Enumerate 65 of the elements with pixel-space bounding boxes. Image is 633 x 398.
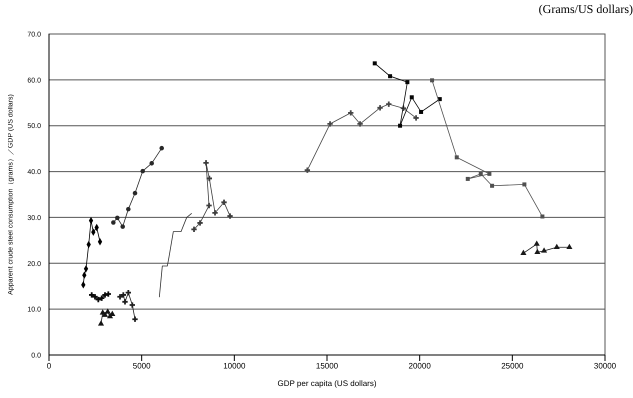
point — [96, 296, 101, 302]
line-series — [158, 212, 192, 298]
point — [102, 312, 108, 317]
point — [126, 290, 132, 296]
point — [104, 308, 111, 314]
x-tick-label: 25000 — [501, 362, 524, 371]
point — [227, 213, 233, 219]
point — [541, 247, 548, 253]
point — [413, 115, 419, 121]
text: (Grams/US dollars) — [538, 2, 633, 17]
point — [120, 292, 126, 298]
point — [106, 291, 111, 297]
point — [203, 160, 209, 166]
point — [430, 78, 434, 82]
point — [410, 95, 414, 100]
point — [132, 190, 138, 196]
point — [388, 74, 392, 78]
point — [487, 172, 492, 176]
x-tick-label: 30000 — [594, 362, 617, 371]
point — [98, 320, 104, 326]
point — [522, 182, 526, 186]
x-axis-title: GDP per capita (US dollars) — [278, 379, 377, 388]
point — [490, 184, 494, 188]
point — [372, 61, 377, 66]
point — [566, 244, 572, 249]
point — [554, 244, 560, 249]
point — [405, 80, 410, 84]
x-tick-label: 0 — [46, 362, 52, 371]
point — [191, 226, 197, 232]
point — [140, 168, 145, 174]
x-tick-label: 5000 — [132, 362, 152, 371]
point — [126, 206, 131, 212]
point — [419, 110, 424, 114]
point — [327, 121, 333, 127]
point — [534, 240, 540, 246]
point — [99, 295, 104, 301]
point — [92, 294, 98, 300]
point — [221, 200, 227, 205]
x-tick-label: 10000 — [223, 362, 246, 371]
point — [348, 110, 354, 116]
point — [132, 316, 138, 322]
point — [122, 299, 128, 304]
point — [540, 214, 544, 219]
point — [117, 294, 123, 300]
point — [478, 172, 483, 176]
point — [520, 250, 526, 255]
x-tick-label: 20000 — [408, 362, 432, 371]
point — [149, 161, 154, 166]
point — [454, 155, 459, 160]
point — [206, 202, 212, 208]
point — [115, 216, 120, 220]
point — [111, 220, 116, 225]
point — [466, 176, 470, 181]
point — [357, 121, 363, 127]
point — [89, 292, 94, 298]
point — [130, 302, 135, 308]
point — [206, 176, 212, 182]
point — [120, 224, 125, 229]
point — [398, 124, 402, 128]
point — [534, 248, 540, 254]
x-tick-label: 15000 — [316, 362, 339, 371]
point — [212, 210, 218, 216]
point — [159, 146, 164, 150]
point — [377, 105, 383, 111]
point — [197, 220, 203, 226]
